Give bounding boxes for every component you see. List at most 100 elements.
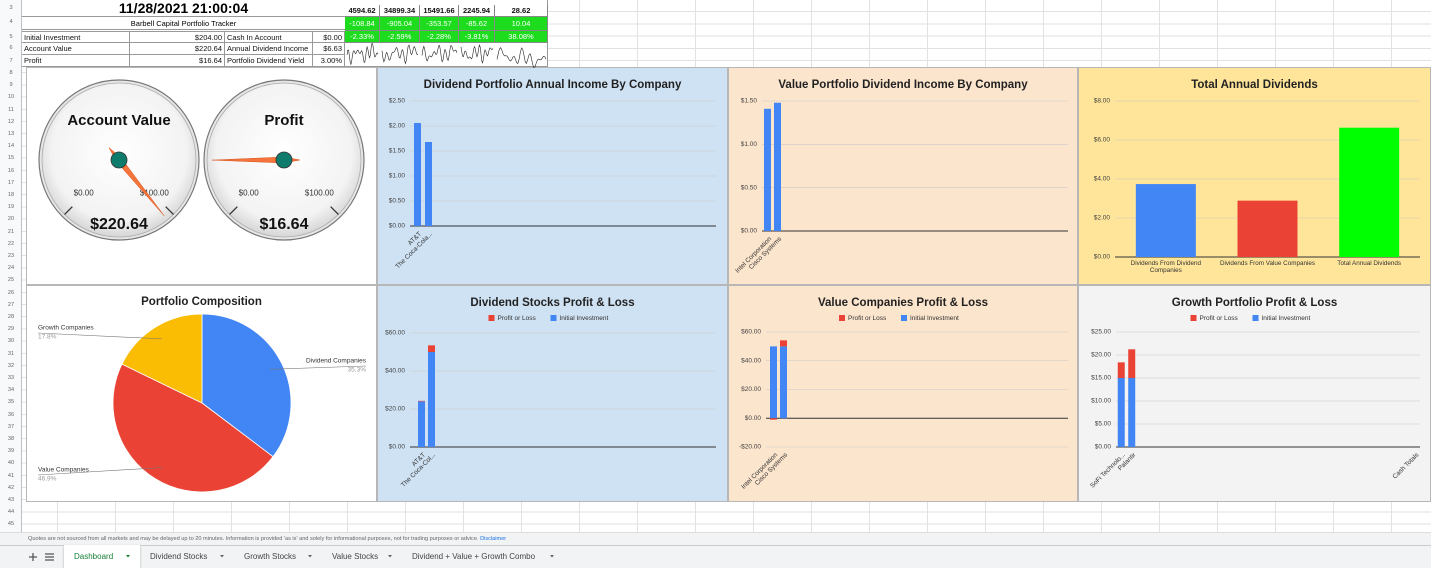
- y-tick-label: $4.00: [1094, 176, 1111, 183]
- row-number: 38: [7, 436, 15, 442]
- row-number: 29: [7, 326, 15, 333]
- row-number: 3: [9, 5, 13, 11]
- tracker-title: Barbell Capital Portfolio Tracker: [22, 17, 345, 30]
- y-tick-label: $2.00: [389, 123, 406, 130]
- legend-label: Profit or Loss: [498, 315, 537, 322]
- index-cell: -905.04: [380, 17, 420, 31]
- y-tick-label: $1.50: [741, 98, 758, 105]
- pie-leader: [37, 467, 163, 476]
- y-tick-label: -$20.00: [739, 444, 761, 451]
- row-number: 35: [7, 399, 15, 406]
- pie-leader: [269, 365, 367, 370]
- y-tick-label: $2.50: [389, 98, 406, 105]
- row-number: 9: [9, 82, 13, 89]
- summary-cell: $220.64: [130, 43, 225, 55]
- bar: [1339, 127, 1400, 257]
- row-number: 10: [7, 94, 15, 101]
- x-tick-label: Dividends From Value Companies: [1219, 260, 1316, 267]
- row-number: 4: [9, 19, 13, 25]
- bar: [425, 142, 432, 226]
- chart-title: Value Companies Profit & Loss: [818, 297, 988, 309]
- chart-title: Portfolio Composition: [141, 296, 262, 308]
- summary-cell: 3.00%: [313, 55, 345, 67]
- sheet-tab[interactable]: Dividend Stocks: [150, 552, 208, 561]
- row-number: 45: [7, 521, 15, 528]
- footer-link[interactable]: Disclaimer: [480, 536, 507, 542]
- summary-cell: Account Value: [22, 43, 130, 55]
- summary-cell: Portfolio Dividend Yield: [225, 55, 313, 67]
- row-number: 41: [7, 472, 15, 479]
- gauge-hub: [275, 151, 293, 169]
- summary-cell: $6.63: [313, 43, 345, 55]
- pie-label: Value Companies: [38, 467, 90, 474]
- index-cell: 38.08%: [495, 31, 548, 43]
- all-sheets-icon[interactable]: [45, 553, 54, 561]
- index-cell: -2.59%: [380, 31, 420, 43]
- bar-segment: [418, 400, 425, 402]
- y-tick-label: $60.00: [385, 330, 405, 337]
- tab-dropdown-icon: [550, 555, 554, 558]
- row-number: 36: [7, 411, 15, 418]
- y-tick-label: $15.00: [1091, 375, 1111, 382]
- sheet-tab[interactable]: Dividend + Value + Growth Combo: [412, 552, 536, 561]
- gauge-hub: [110, 151, 128, 169]
- x-tick-label: Total Annual Dividends: [1337, 260, 1402, 267]
- bar: [764, 108, 771, 231]
- chart-panel: [728, 67, 1078, 285]
- chart-title: Value Portfolio Dividend Income By Compa…: [778, 79, 1028, 91]
- tab-dropdown-icon: [308, 555, 312, 558]
- row-number: 44: [7, 509, 15, 516]
- y-tick-label: $60.00: [741, 329, 761, 336]
- bar: [414, 123, 421, 226]
- summary-cell: Profit: [22, 55, 130, 67]
- index-cell: 10.04: [495, 17, 548, 31]
- row-number: 15: [7, 155, 15, 162]
- gauge-value: $16.64: [260, 216, 309, 233]
- row-number: 6: [9, 45, 13, 51]
- y-tick-label: $20.00: [741, 386, 761, 393]
- bar-segment: [1117, 378, 1125, 447]
- y-tick-label: $0.00: [745, 415, 762, 422]
- y-tick-label: $40.00: [741, 357, 761, 364]
- legend-label: Profit or Loss: [1200, 315, 1239, 322]
- tab-bar: [0, 545, 1431, 568]
- legend-swatch: [1252, 315, 1259, 321]
- row-number: 39: [7, 448, 15, 455]
- y-tick-label: $1.00: [389, 173, 406, 180]
- y-tick-label: $5.00: [1095, 421, 1112, 428]
- row-number: 7: [9, 58, 13, 64]
- tab-dropdown-icon: [388, 555, 392, 558]
- y-tick-label: $1.00: [741, 141, 758, 148]
- row-number: 23: [7, 253, 15, 259]
- sheet-tab[interactable]: Dashboard: [64, 545, 140, 568]
- y-tick-label: $0.00: [1094, 254, 1111, 261]
- sheet-buttons[interactable]: [26, 550, 60, 564]
- sheet-tab[interactable]: Value Stocks: [332, 552, 379, 561]
- bar: [1135, 184, 1196, 257]
- legend-label: Initial Investment: [560, 315, 609, 322]
- add-sheet-icon[interactable]: [29, 553, 37, 561]
- row-number: 26: [7, 289, 15, 296]
- pie-value-label: 17.8%: [38, 334, 57, 341]
- index-cell: 34899.34: [380, 5, 420, 17]
- row-number: 13: [7, 131, 15, 137]
- y-tick-label: $40.00: [385, 368, 405, 375]
- row-number: 5: [9, 34, 13, 40]
- gauge-tick: [229, 206, 238, 215]
- index-cell: -3.81%: [459, 31, 495, 43]
- y-tick-label: $0.00: [741, 228, 758, 235]
- gauge-tick: [165, 206, 174, 215]
- chart-title: Dividend Portfolio Annual Income By Comp…: [424, 79, 682, 91]
- row-number: 18: [7, 192, 15, 198]
- index-cell: 4594.62: [345, 5, 380, 17]
- bar: [1237, 200, 1298, 257]
- chart-panel: [377, 285, 728, 502]
- row-number: 42: [7, 484, 15, 491]
- sheet-tab[interactable]: Growth Stocks: [244, 552, 297, 561]
- summary-cell: $16.64: [130, 55, 225, 67]
- gauge-tick: [64, 206, 73, 215]
- bar-segment: [428, 352, 435, 447]
- bar-segment: [770, 346, 777, 419]
